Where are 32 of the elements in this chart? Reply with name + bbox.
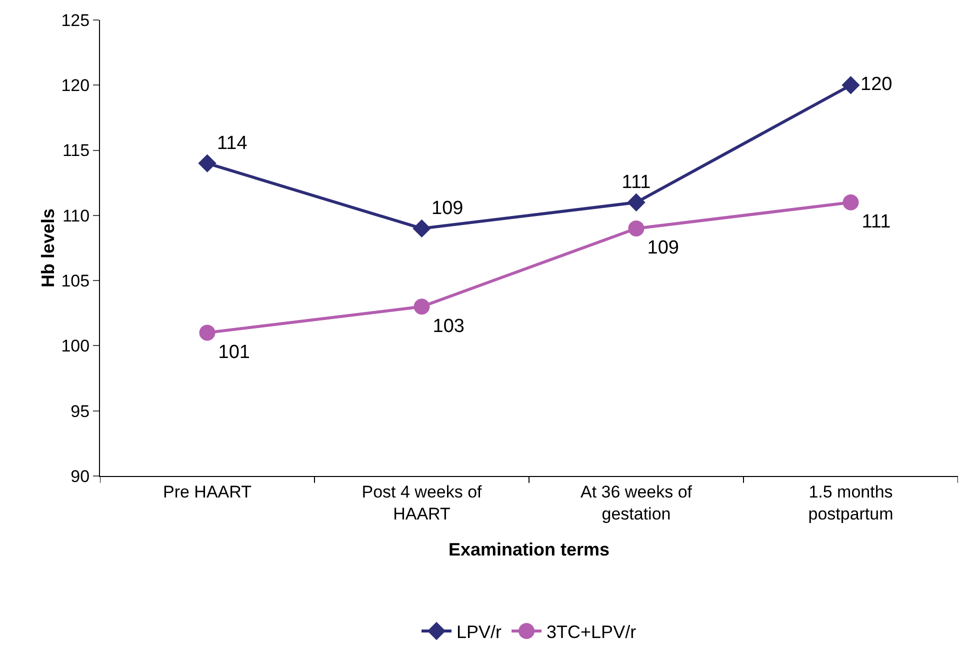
y-tick-label: 105 <box>61 272 90 291</box>
x-tick-label: Pre HAART <box>163 482 252 502</box>
y-tick-label: 95 <box>70 402 90 421</box>
point <box>414 298 430 315</box>
x-tick-label: At 36 weeks of gestation <box>580 482 692 524</box>
data-label: 109 <box>432 198 464 219</box>
y-axis-title: Hb levels <box>38 208 58 288</box>
point <box>628 220 644 236</box>
data-label: 120 <box>860 74 892 95</box>
point <box>199 324 216 341</box>
x-tick-label: Post 4 weeks of HAART <box>362 482 482 524</box>
point <box>198 154 216 172</box>
data-label: 111 <box>622 172 651 193</box>
data-label: 101 <box>218 342 250 363</box>
point <box>842 194 859 210</box>
data-label: 114 <box>217 132 248 154</box>
data-label: 103 <box>432 316 464 337</box>
data-label: 109 <box>647 238 679 259</box>
point <box>412 219 431 238</box>
y-tick-label: 90 <box>70 466 90 486</box>
legend-label: LPV/r <box>456 622 502 642</box>
y-tick-label: 115 <box>62 141 90 160</box>
y-tick-label: 120 <box>61 76 90 96</box>
x-tick-label: 1.5 months postpartum <box>808 482 894 524</box>
point <box>627 193 646 212</box>
data-label: 111 <box>862 212 891 233</box>
point <box>842 76 860 94</box>
x-axis-title: Examination terms <box>448 540 610 560</box>
y-tick-label: 100 <box>61 336 90 356</box>
y-tick-label: 125 <box>61 10 90 30</box>
y-tick-label: 110 <box>62 206 90 226</box>
legend-label: 3TC+LPV/r <box>546 622 636 642</box>
